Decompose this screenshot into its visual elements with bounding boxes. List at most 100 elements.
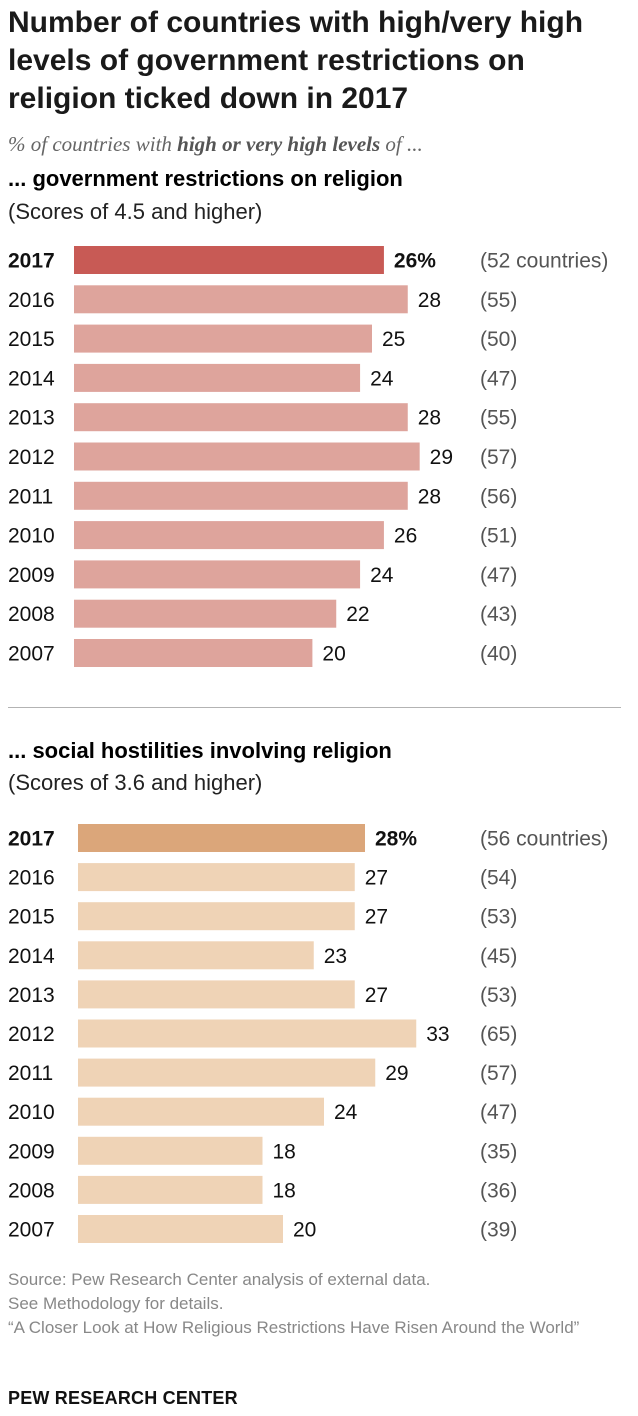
value-label: 28% — [375, 828, 417, 851]
year-label: 2013 — [8, 407, 55, 430]
year-label: 2009 — [8, 564, 55, 587]
country-count-label: (43) — [480, 603, 517, 626]
value-label: 27 — [365, 984, 388, 1007]
source-line-2: See Methodology for details. — [8, 1294, 224, 1313]
value-label: 20 — [322, 643, 345, 666]
year-label: 2012 — [8, 446, 55, 469]
section-title-social: ... social hostilities involving religio… — [8, 738, 392, 763]
year-label: 2008 — [8, 1179, 55, 1202]
country-count-label: (47) — [480, 367, 517, 390]
bar — [74, 481, 408, 510]
source-note: Source: Pew Research Center analysis of … — [8, 1268, 633, 1340]
government-restrictions-bar-chart: 2017 26% (52 countries) 2016 28 (55) 2015 25 (50… — [8, 246, 608, 667]
value-label: 33 — [426, 1023, 449, 1046]
year-label: 2011 — [8, 1062, 53, 1085]
source-line-3: “A Closer Look at How Religious Restrict… — [8, 1318, 580, 1337]
year-label: 2009 — [8, 1140, 55, 1163]
year-label: 2007 — [8, 1219, 55, 1242]
bar — [74, 521, 384, 550]
country-count-label: (54) — [480, 867, 517, 890]
country-count-label: (36) — [480, 1179, 517, 1202]
value-label: 24 — [370, 367, 394, 390]
year-label: 2013 — [8, 984, 55, 1007]
country-count-label: (39) — [480, 1219, 517, 1242]
value-label: 18 — [273, 1179, 296, 1202]
subtitle-suffix: of ... — [380, 132, 423, 156]
country-count-label: (51) — [480, 525, 517, 548]
country-count-label: (55) — [480, 289, 517, 312]
value-label: 20 — [293, 1219, 316, 1242]
value-label: 25 — [382, 328, 405, 351]
country-count-label: (45) — [480, 945, 517, 968]
section-divider — [8, 707, 621, 708]
chart-title: Number of countries with high/very high … — [8, 6, 584, 115]
country-count-label: (40) — [480, 643, 517, 666]
bar — [74, 285, 408, 314]
bar — [74, 560, 361, 589]
value-label: 28 — [418, 289, 441, 312]
value-label: 28 — [418, 485, 441, 508]
value-label: 29 — [430, 446, 453, 469]
country-count-label: (47) — [480, 1101, 517, 1124]
bar — [78, 1058, 376, 1087]
year-label: 2015 — [8, 328, 55, 351]
bar — [74, 639, 313, 667]
value-label: 22 — [346, 603, 369, 626]
bar — [74, 599, 337, 628]
value-label: 23 — [324, 945, 347, 968]
bar — [74, 324, 372, 353]
country-count-label: (53) — [480, 906, 517, 929]
year-label: 2008 — [8, 603, 55, 626]
year-label: 2014 — [8, 367, 55, 390]
country-count-label: (65) — [480, 1023, 517, 1046]
bar — [78, 824, 365, 852]
section-note-government: (Scores of 4.5 and higher) — [8, 199, 263, 224]
year-label: 2010 — [8, 1101, 55, 1124]
year-label: 2017 — [8, 828, 55, 851]
bar — [74, 442, 420, 471]
value-label: 27 — [365, 867, 388, 890]
country-count-label: (55) — [480, 407, 517, 430]
bar — [78, 1215, 283, 1243]
brand-logo-text: PEW RESEARCH CENTER — [8, 1388, 238, 1408]
value-label: 29 — [385, 1062, 408, 1085]
value-label: 28 — [418, 407, 441, 430]
bar — [78, 1097, 324, 1126]
social-hostilities-bar-chart: 2017 28% (56 countries) 2016 27 (54) 2015 27 (53… — [8, 824, 608, 1243]
year-label: 2016 — [8, 289, 55, 312]
value-label: 18 — [273, 1140, 296, 1163]
country-count-label: (52 countries) — [480, 250, 608, 273]
value-label: 27 — [365, 906, 388, 929]
year-label: 2011 — [8, 485, 53, 508]
bar — [78, 980, 355, 1009]
source-line-1: Source: Pew Research Center analysis of … — [8, 1270, 431, 1289]
country-count-label: (35) — [480, 1140, 517, 1163]
country-count-label: (56 countries) — [480, 828, 608, 851]
year-label: 2016 — [8, 867, 55, 890]
country-count-label: (57) — [480, 446, 517, 469]
bar — [78, 863, 355, 892]
subtitle-prefix: % of countries with — [8, 132, 178, 156]
value-label: 24 — [370, 564, 394, 587]
chart-subtitle: % of countries with high or very high le… — [8, 132, 423, 157]
bar — [74, 403, 408, 432]
bar — [78, 1175, 263, 1204]
year-label: 2007 — [8, 643, 55, 666]
year-label: 2012 — [8, 1023, 55, 1046]
section-title-government: ... government restrictions on religion — [8, 166, 403, 191]
bar — [78, 1136, 263, 1165]
bar — [78, 941, 314, 970]
year-label: 2017 — [8, 250, 55, 273]
bar — [78, 1019, 417, 1048]
bar — [74, 246, 384, 274]
year-label: 2014 — [8, 945, 55, 968]
subtitle-emphasis: high or very high levels — [177, 132, 381, 156]
bar — [78, 902, 355, 931]
country-count-label: (57) — [480, 1062, 517, 1085]
bar — [74, 363, 361, 392]
country-count-label: (50) — [480, 328, 517, 351]
section-note-social: (Scores of 3.6 and higher) — [8, 770, 263, 795]
value-label: 26% — [394, 250, 436, 273]
value-label: 24 — [334, 1101, 358, 1124]
country-count-label: (56) — [480, 485, 517, 508]
